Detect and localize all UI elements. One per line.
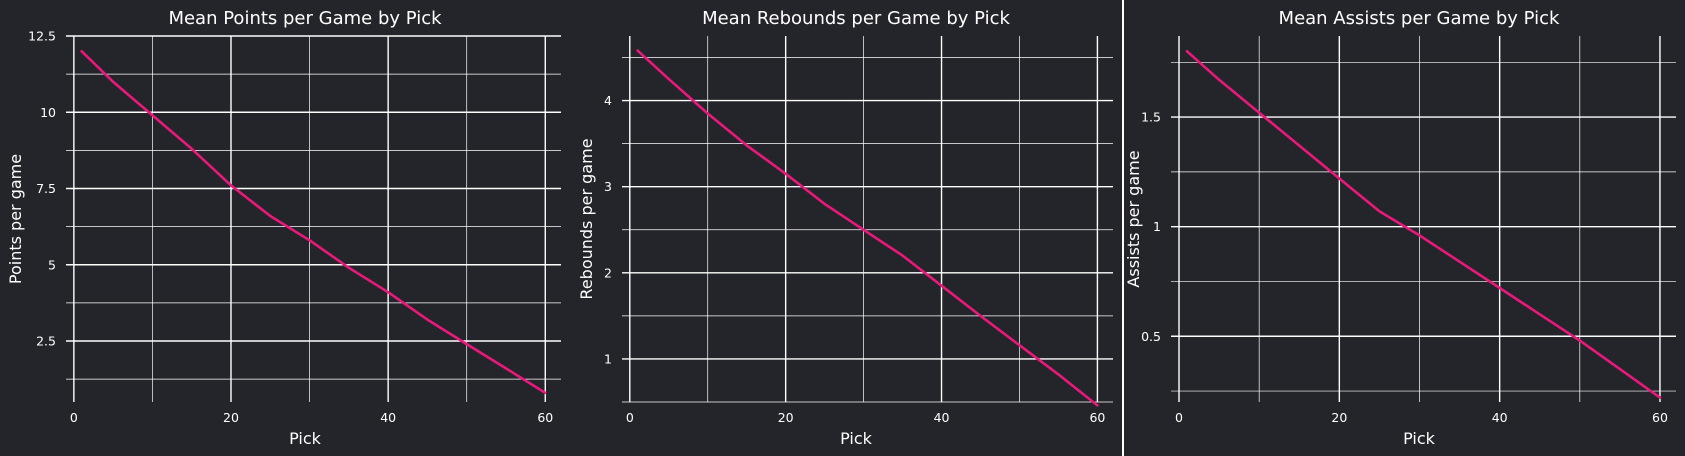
y-tick-label: 1.5	[1141, 110, 1161, 125]
x-tick-label: 40	[380, 410, 396, 425]
x-tick-label: 60	[537, 410, 553, 425]
x-axis-label: Pick	[289, 429, 322, 448]
chart-points: Mean Points per Game by Pick Pick Points…	[6, 8, 561, 448]
y-tick-label: 12.5	[28, 29, 56, 44]
plot-area: 0 20 40 60 2.5 5 7.5 10 12.5	[28, 29, 561, 425]
x-tick-label: 0	[626, 410, 634, 425]
y-tick-label: 1	[604, 351, 612, 366]
y-axis-label: Rebounds per game	[577, 138, 596, 299]
y-tick-label: 3	[604, 179, 612, 194]
plot-area: 0 20 40 60 1 2 3 4	[604, 36, 1113, 425]
chart-rebounds: Mean Rebounds per Game by Pick Pick Rebo…	[577, 8, 1113, 448]
x-tick-label: 40	[1492, 410, 1508, 425]
x-tick-label: 20	[778, 410, 794, 425]
chart-title: Mean Assists per Game by Pick	[1279, 8, 1560, 29]
y-axis-label: Points per game	[6, 154, 25, 284]
y-tick-label: 4	[604, 93, 612, 108]
y-tick-label: 5	[48, 257, 56, 272]
y-axis-label: Assists per game	[1124, 150, 1143, 287]
series-line	[1185, 49, 1662, 399]
x-tick-label: 60	[1652, 410, 1668, 425]
series-line	[80, 49, 547, 395]
chart-assists: Mean Assists per Game by Pick Pick Assis…	[1124, 8, 1676, 448]
y-tick-label: 2	[604, 265, 612, 280]
plot-area: 0 20 40 60 0.5 1 1.5	[1141, 36, 1676, 425]
y-tick-label: 2.5	[36, 334, 56, 349]
x-tick-label: 20	[223, 410, 239, 425]
y-tick-label: 1	[1153, 219, 1161, 234]
x-axis-label: Pick	[1403, 429, 1436, 448]
y-tick-label: 10	[40, 105, 56, 120]
chart-title: Mean Points per Game by Pick	[168, 8, 442, 29]
y-tick-label: 7.5	[36, 181, 56, 196]
y-tick-label: 0.5	[1141, 329, 1161, 344]
x-axis-label: Pick	[840, 429, 873, 448]
x-tick-label: 20	[1331, 410, 1347, 425]
x-tick-label: 60	[1089, 410, 1105, 425]
series-line	[636, 49, 1099, 407]
x-tick-label: 40	[934, 410, 950, 425]
x-tick-label: 0	[1175, 410, 1183, 425]
x-tick-label: 0	[70, 410, 78, 425]
chart-title: Mean Rebounds per Game by Pick	[702, 8, 1010, 29]
